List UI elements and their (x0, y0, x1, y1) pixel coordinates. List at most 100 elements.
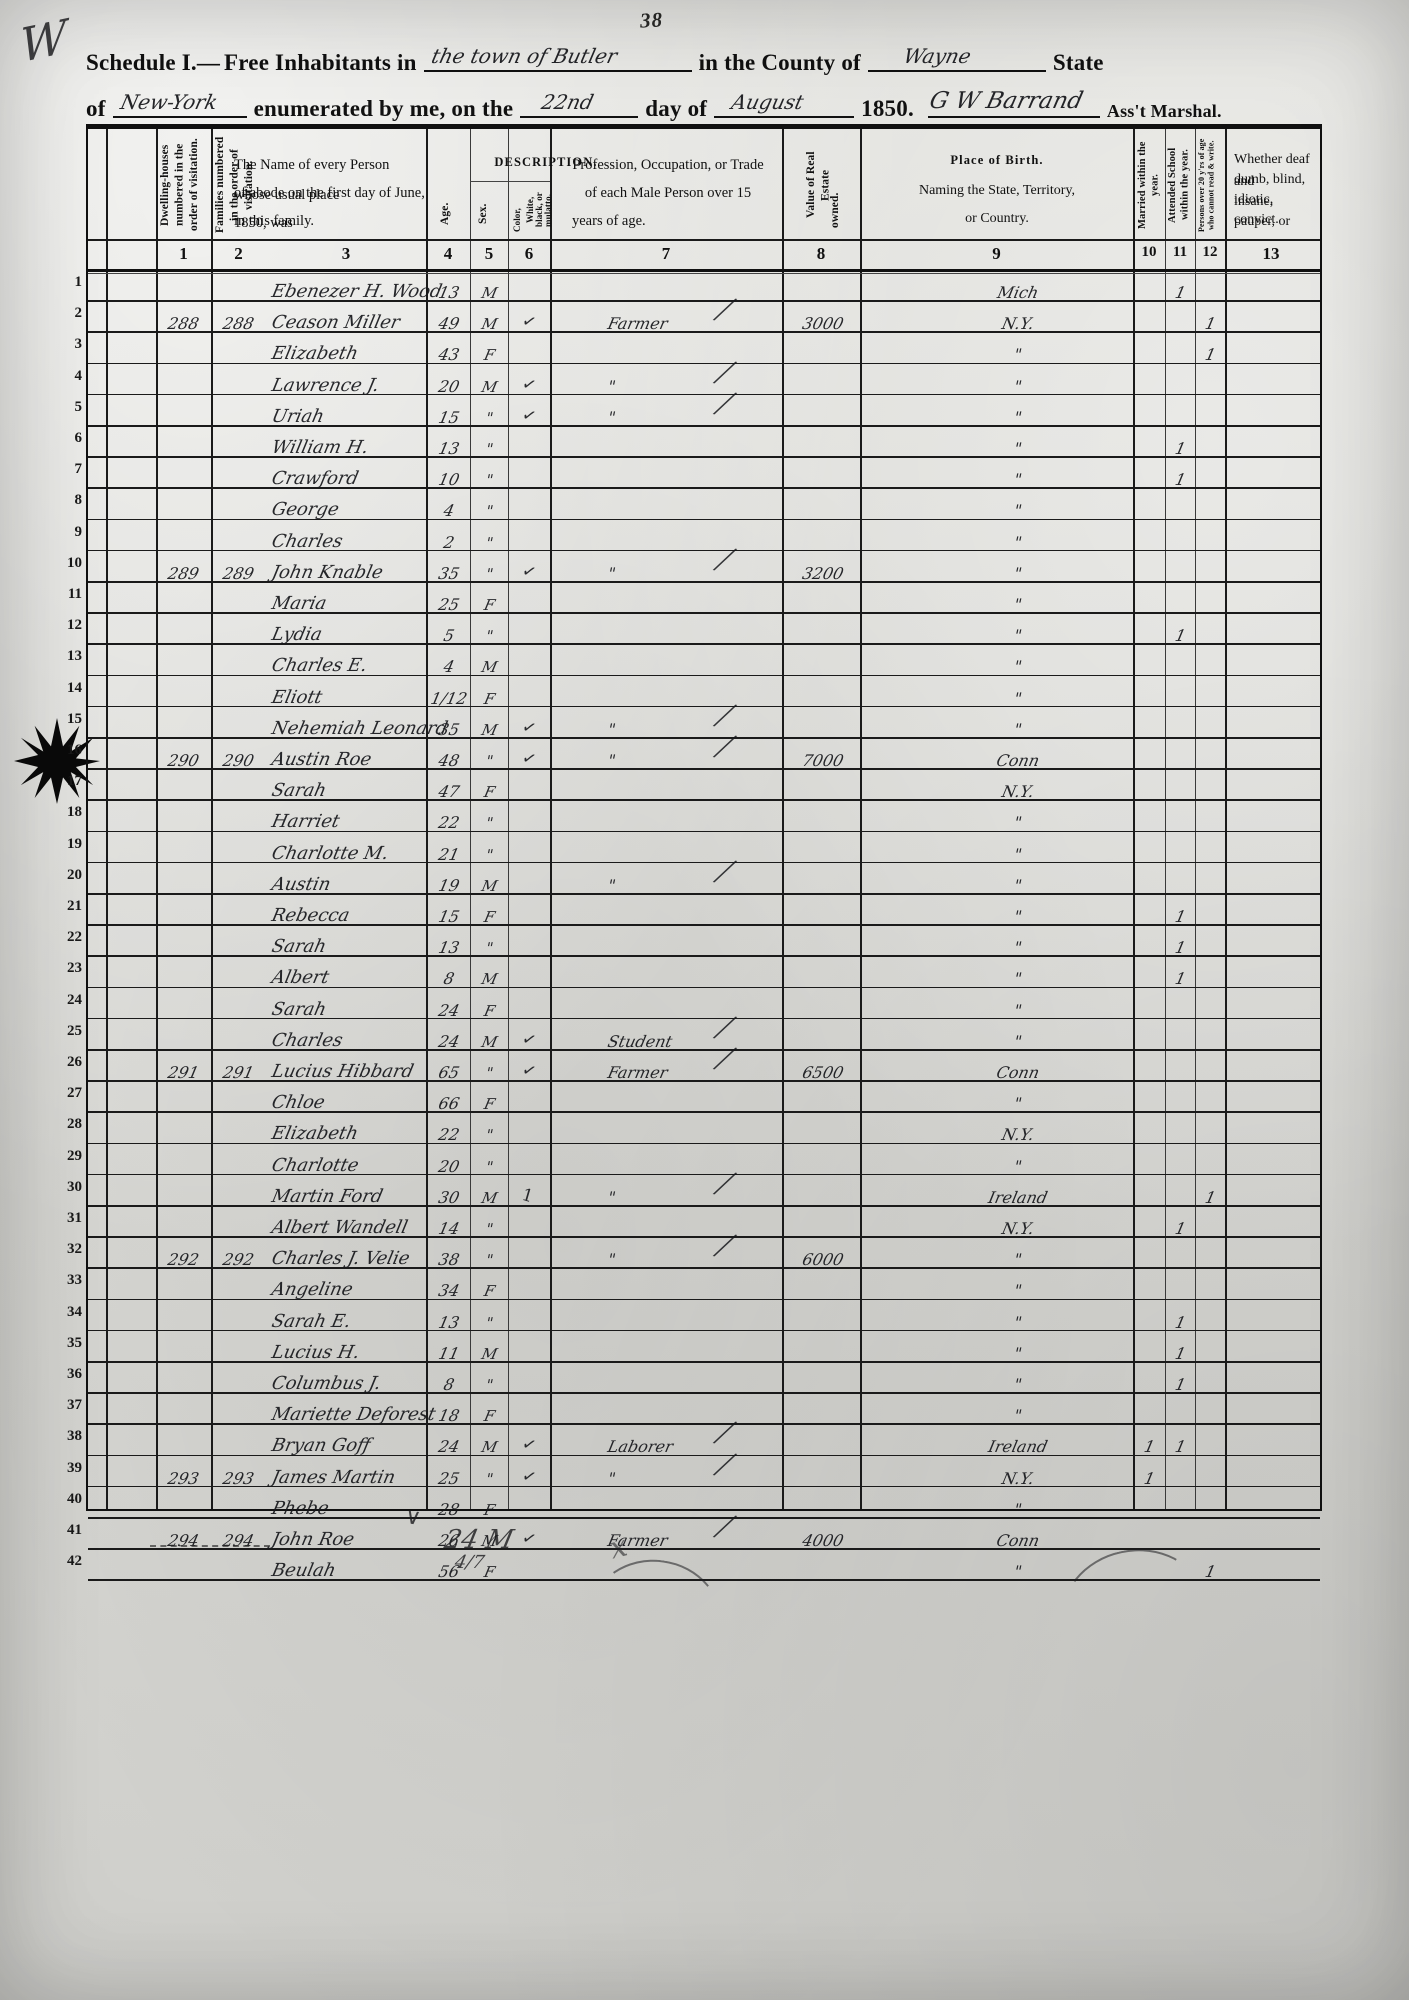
col5-header: Sex. (477, 203, 489, 225)
row-number: 5 (74, 398, 83, 415)
row-rule (88, 705, 1320, 708)
row-number: 9 (74, 523, 83, 540)
row-rule (88, 1111, 1320, 1113)
row-rule (88, 1548, 1320, 1550)
row-number: 21 (67, 898, 82, 914)
row-rule (88, 924, 1320, 926)
colnum-bottom-rule (88, 269, 1320, 272)
col4-header: Age. (439, 202, 451, 226)
col-sep-2 (211, 129, 213, 1509)
row-rule (88, 362, 1320, 365)
col11-header: Attended School within the year. (1167, 147, 1191, 223)
month-blank: August (714, 90, 855, 118)
row-number: 42 (67, 1553, 82, 1570)
col-sep-12 (1225, 129, 1227, 1509)
col-sep-8 (860, 129, 862, 1509)
bottom-check-icon: ∨ (403, 1504, 423, 1531)
row-number: 2 (74, 305, 83, 322)
row-number: 4 (74, 367, 83, 384)
colnum-6: 6 (524, 244, 534, 263)
row-number: 3 (74, 336, 83, 353)
colnum-1: 1 (179, 244, 188, 263)
col9-header-line1: Place of Birth. (950, 153, 1044, 167)
row-rule (88, 1267, 1320, 1269)
state-blank: New-York (112, 90, 247, 118)
row-number: 20 (67, 866, 82, 883)
row-number: 26 (67, 1054, 82, 1070)
row-number: 36 (67, 1366, 82, 1382)
county-blank: Wayne (867, 44, 1046, 72)
colnum-12: 12 (1202, 244, 1218, 260)
margin-scribble-icon: W (19, 8, 68, 74)
colnum-9: 9 (992, 244, 1001, 263)
row-rule (88, 456, 1320, 458)
row-number: 14 (67, 679, 82, 696)
row-number: 31 (67, 1210, 82, 1226)
colnum-bottom-rule-2 (88, 273, 1320, 275)
row-number: 30 (67, 1178, 82, 1195)
county-label: in the County of (698, 50, 861, 75)
row-rule (88, 1485, 1320, 1488)
row-rule (88, 549, 1320, 552)
row-rule (88, 1173, 1320, 1176)
colnum-4: 4 (443, 244, 453, 263)
row-rule (88, 737, 1320, 739)
col-sep-6 (550, 129, 552, 1509)
row-rule (88, 425, 1320, 427)
col6-header-mulatto: mulatto. (543, 193, 553, 227)
row-rule (88, 1329, 1320, 1332)
col13-header-line1: Whether deaf and (1234, 152, 1310, 189)
row-rule (88, 1423, 1320, 1425)
row-number: 24 (67, 991, 82, 1008)
col-sep-11 (1195, 129, 1197, 1509)
marshal-label: Ass't Marshal. (1106, 101, 1222, 121)
marshal-signature: G W Barrand (926, 88, 1086, 114)
row-number: 11 (67, 586, 82, 602)
title-main: Free Inhabitants in (224, 50, 417, 75)
row-rule (88, 518, 1320, 521)
row-number: 13 (67, 648, 82, 665)
row-rule (88, 1298, 1320, 1301)
col8-header-line2: owned. (829, 192, 841, 228)
title-dash: — (196, 50, 221, 75)
row-number: 37 (67, 1397, 82, 1414)
row-number: 1 (74, 274, 83, 290)
day-label: day of (645, 96, 708, 121)
col13-header-line3: idiotic, pauper, or (1234, 192, 1291, 229)
bottom-dash-mark (150, 1545, 270, 1547)
colnum-13: 13 (1262, 244, 1280, 263)
row-number: 10 (67, 554, 82, 571)
col7-header-line3: years of age. (572, 213, 646, 229)
row-number: 15 (67, 710, 82, 727)
page-number: 38 (639, 7, 664, 33)
row-number: 34 (67, 1303, 82, 1320)
row-number: 35 (67, 1334, 82, 1351)
row-rule (88, 1049, 1320, 1051)
row-number: 22 (67, 929, 82, 946)
row-number: 28 (67, 1116, 82, 1133)
row-number: 33 (67, 1272, 82, 1289)
row-rule (88, 1361, 1320, 1363)
locality-blank: the town of Butler (423, 44, 692, 72)
col7-header-line1: Profession, Occupation, or Trade (572, 157, 764, 173)
row-number: 41 (67, 1522, 82, 1538)
row-number: 8 (74, 492, 83, 509)
row-rule (88, 986, 1320, 989)
row-rule (88, 1454, 1320, 1457)
row-rule (88, 861, 1320, 864)
col9-header-line3: or Country. (965, 211, 1029, 226)
col1-header: Dwelling-houses numbered in the order of… (159, 138, 200, 232)
row-number: 39 (67, 1459, 82, 1476)
bottom-note-2: 4/7 (452, 1552, 487, 1573)
row-rule (88, 1017, 1320, 1020)
masthead: Schedule I. — Free Inhabitants in the to… (86, 40, 1326, 120)
year-label: 1850. (861, 96, 914, 121)
col3-header-line1: The Name of every Person whose usual pla… (234, 157, 390, 203)
col13-header-line4: convict. (1234, 212, 1279, 227)
colnum-2: 2 (234, 244, 243, 263)
row-number: 12 (67, 617, 82, 634)
row-rule (88, 331, 1320, 333)
row-number: 19 (67, 835, 82, 852)
row-rule (88, 1205, 1320, 1207)
day-value: 22nd (539, 90, 597, 114)
